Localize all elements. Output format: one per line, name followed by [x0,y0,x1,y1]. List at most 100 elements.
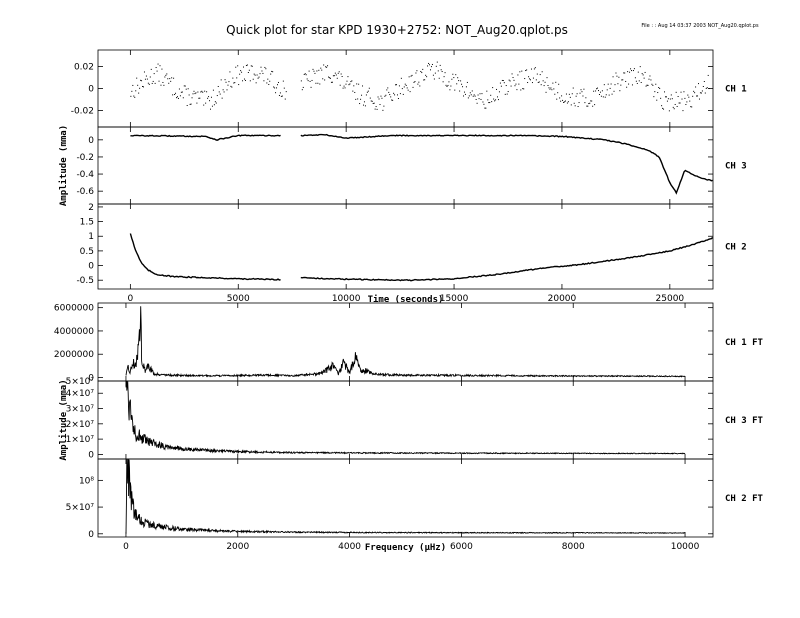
data-point [305,74,307,76]
data-point [504,93,506,95]
y-tick-label: 10⁸ [79,476,94,486]
data-point [237,65,239,67]
data-point [353,85,355,87]
data-point [180,91,182,93]
data-point [362,85,364,87]
panel-ch-1-ft: 0 2000000 4000000 6000000 CH 1 FT [54,302,764,384]
data-point [306,78,308,80]
data-point [151,82,153,84]
panel-ch-3-ft: 0 1×10⁷ 2×10⁷ 3×10⁷ 4×10⁷ 5×10⁷ CH 3 FT Amplitu… [58,377,764,461]
data-point [429,64,431,66]
data-point [646,84,648,86]
data-point [229,71,231,73]
x-axis-label: Time (seconds) [368,294,444,305]
data-point [230,85,232,87]
data-point [357,98,359,100]
data-point [571,93,573,95]
channel-label: CH 3 [725,162,747,172]
data-point [482,101,484,103]
data-point [553,88,555,90]
data-point [347,76,349,78]
data-point [483,103,485,105]
y-tick-label: 0 [88,450,94,460]
data-point [410,75,412,77]
plot-frame [97,49,714,128]
data-point [693,90,695,92]
data-point [543,85,545,87]
data-point [502,80,504,82]
series-data [125,381,686,455]
data-point [505,85,507,87]
data-point [530,68,532,70]
data-point [255,82,257,84]
data-point [189,103,191,105]
data-point [130,95,132,97]
data-point [439,64,441,66]
data-point [300,80,302,82]
data-point [256,74,258,76]
data-point [372,103,374,105]
data-point [396,84,398,86]
data-point [178,88,180,90]
data-point [257,77,259,79]
data-point [685,104,687,106]
data-point [503,82,505,84]
data-point [301,89,303,91]
data-point [509,80,511,82]
data-point [226,89,228,91]
data-point [516,89,518,91]
data-point [136,77,138,79]
data-point [135,90,137,92]
data-point [393,92,395,94]
data-point [201,90,203,92]
data-point [451,78,453,80]
data-point [228,81,230,83]
data-point [354,91,356,93]
data-point [202,91,204,93]
x-axis-label: Frequency (µHz) [365,543,446,553]
data-point [431,63,433,65]
series-line [130,134,281,141]
data-point [329,77,331,79]
data-point [220,79,222,81]
data-point [498,91,500,93]
data-point [551,89,553,91]
data-point [565,93,567,95]
data-point [609,87,611,89]
data-point [280,95,282,97]
data-point [631,70,632,72]
data-point [238,84,240,86]
data-point [199,97,201,99]
data-point [249,80,251,82]
data-point [163,84,165,86]
x-tick-label: 10000 [671,542,700,552]
data-point [588,103,590,105]
data-point [589,102,591,104]
data-point [417,83,419,85]
data-point [418,81,420,83]
data-point [698,98,700,100]
data-point [231,86,233,88]
data-point [212,89,214,91]
data-point [215,102,217,104]
data-point [474,95,476,97]
data-point [654,91,656,93]
data-point [486,90,488,92]
data-point [539,74,541,76]
data-point [385,94,387,96]
data-point [282,80,284,82]
data-point [432,74,434,76]
data-point [208,96,210,98]
data-point [634,77,636,79]
data-point [405,84,407,86]
data-point [217,85,219,87]
data-point [415,72,417,74]
data-point [279,92,281,94]
x-tick-label: 5000 [227,294,250,304]
data-point [132,84,134,86]
series-data [125,459,685,535]
data-point [153,73,155,75]
data-point [443,76,445,78]
data-point [313,70,315,72]
data-point [706,87,708,89]
